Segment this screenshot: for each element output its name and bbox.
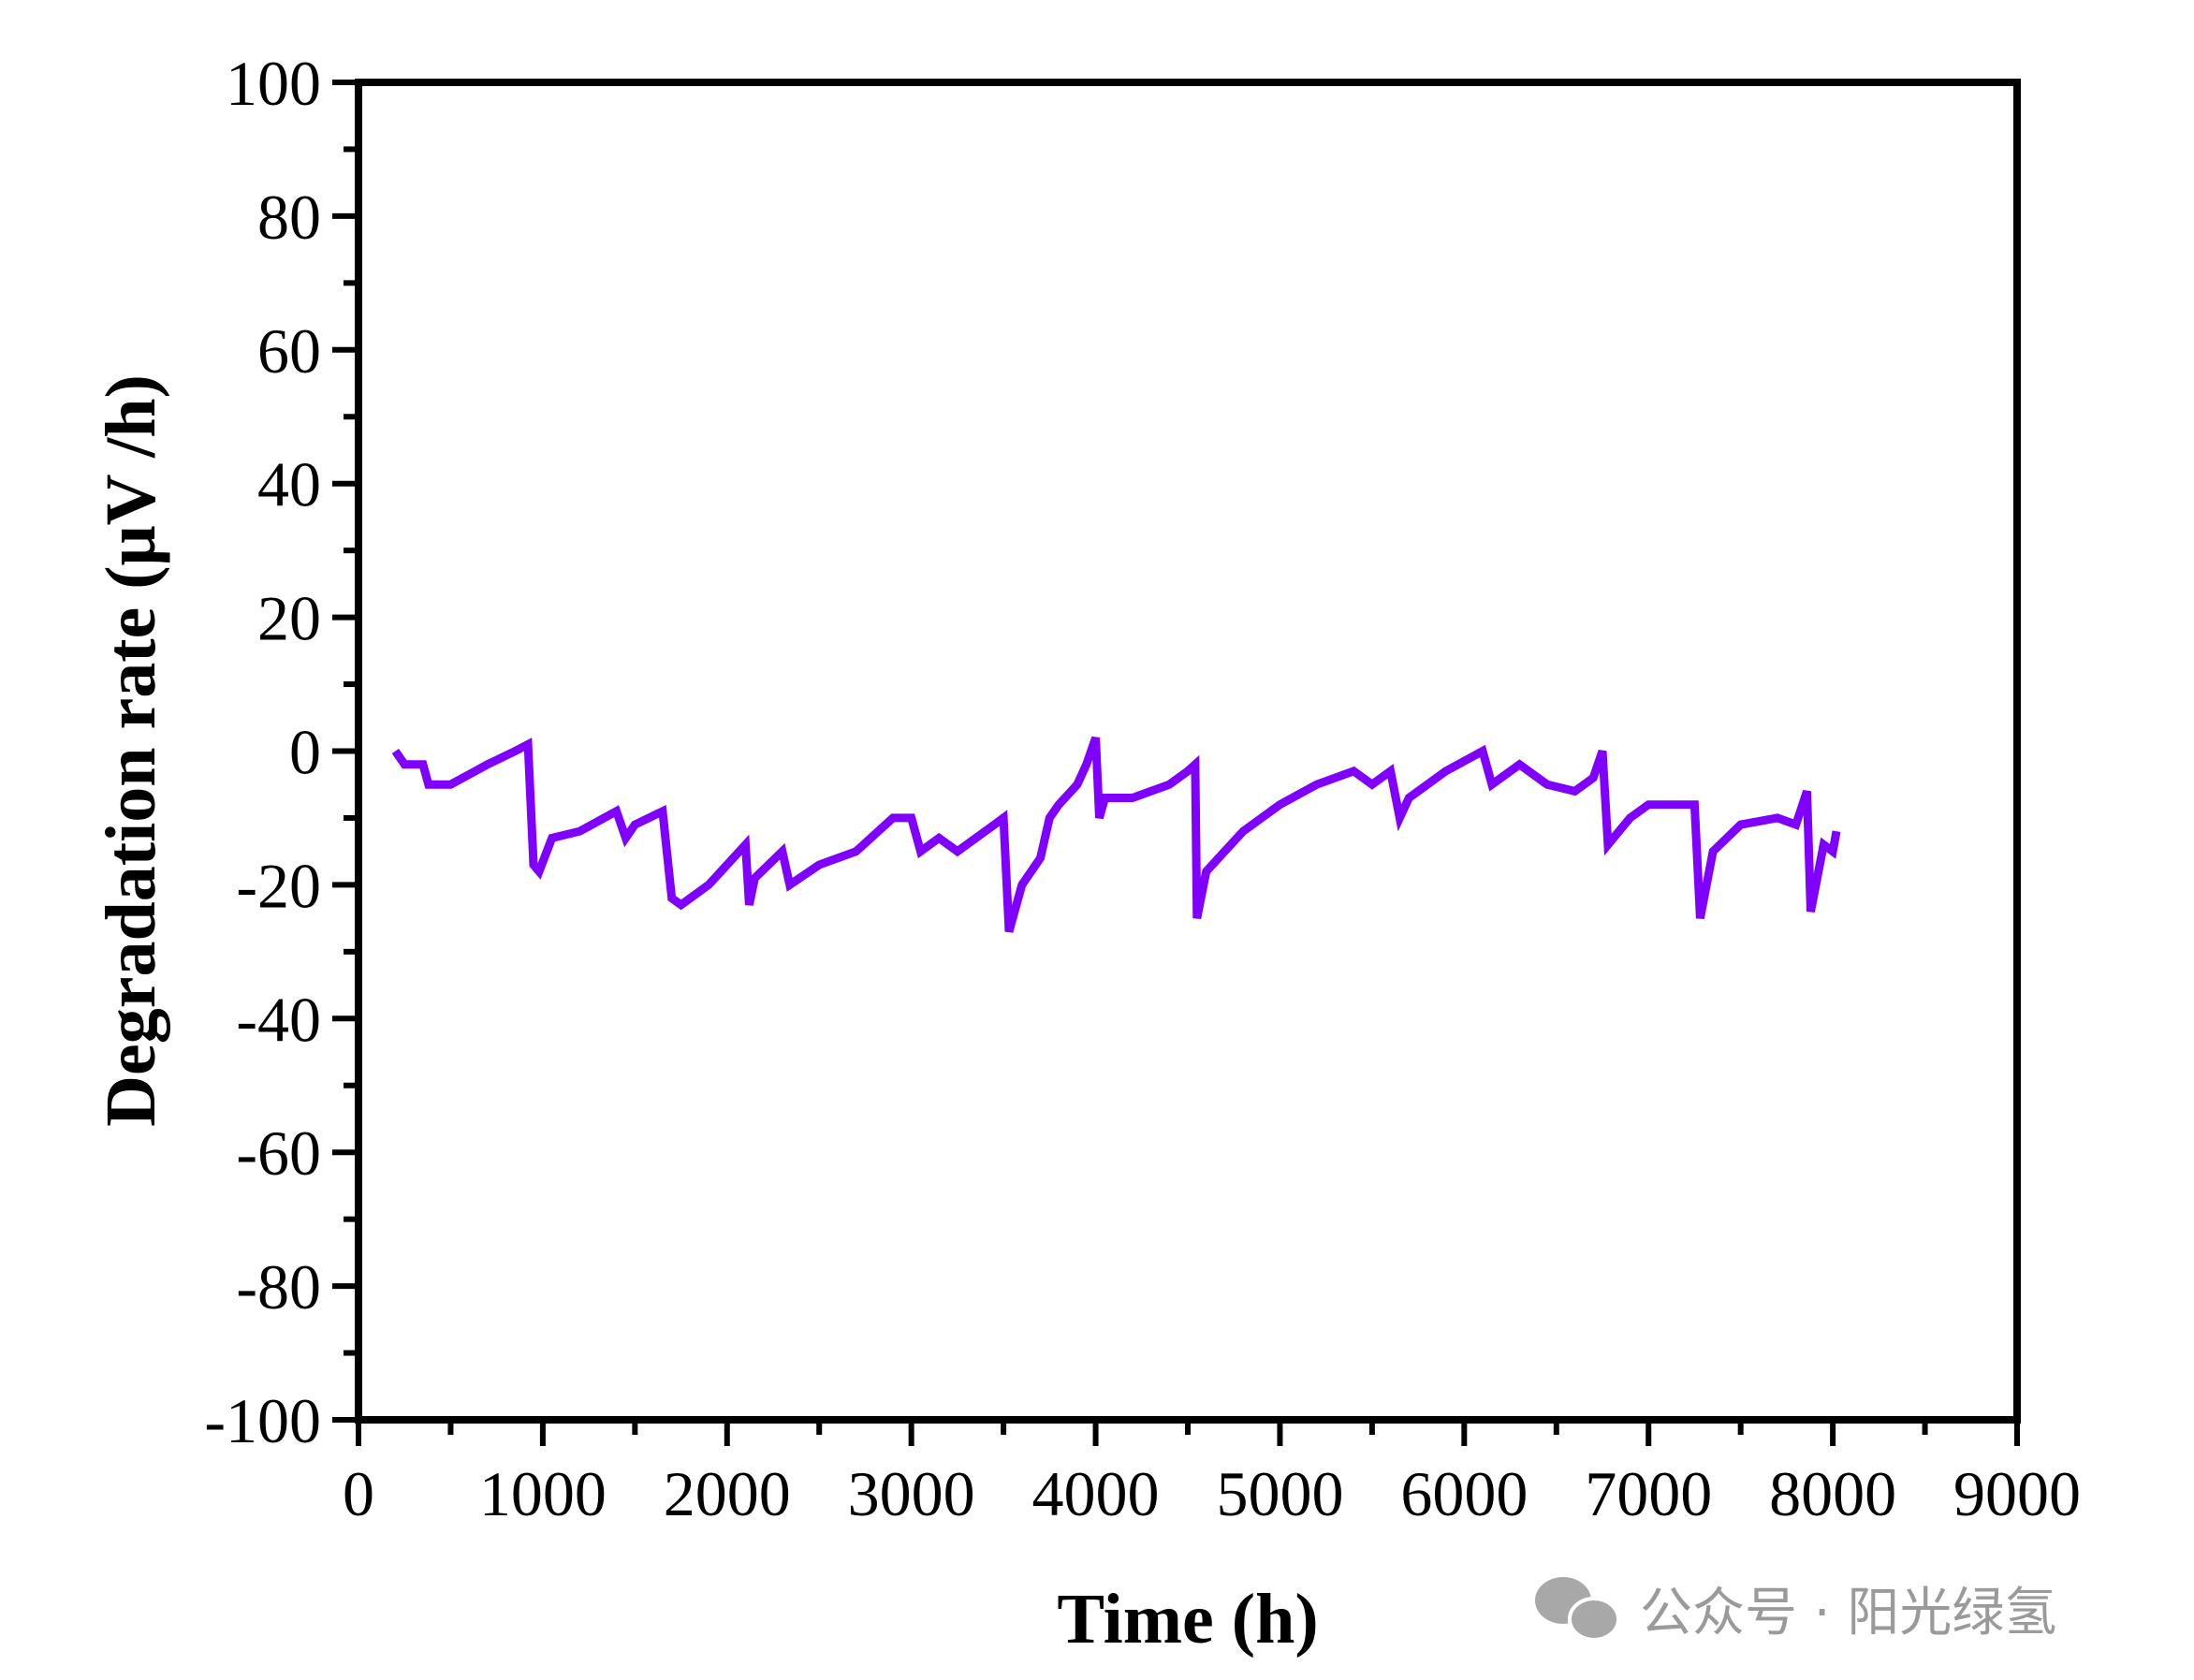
y-tick-label: 20 (257, 583, 321, 654)
x-tick-label: 3000 (848, 1458, 975, 1529)
y-tick-label: -40 (236, 984, 321, 1055)
x-tick-label: 2000 (664, 1458, 791, 1529)
x-axis-title: Time (h) (1057, 1580, 1318, 1658)
wechat-icon (1535, 1577, 1620, 1642)
y-axis-title: Degradation rate (μV /h) (92, 374, 170, 1127)
x-tick-label: 5000 (1216, 1458, 1343, 1529)
x-tick-label: 4000 (1032, 1458, 1160, 1529)
plot-frame (355, 79, 2021, 1424)
y-tick-label: 80 (257, 182, 321, 253)
y-tick-label: 100 (226, 48, 321, 119)
watermark-text: 公众号 · 阳光绿氢 (1640, 1583, 2056, 1643)
x-tick-label: 1000 (479, 1458, 607, 1529)
y-tick-label: 40 (257, 449, 321, 520)
y-tick-label: -80 (236, 1251, 321, 1322)
x-tick-label: 8000 (1769, 1458, 1896, 1529)
x-tick-label: 9000 (1953, 1458, 2081, 1529)
x-tick-label: 7000 (1585, 1458, 1712, 1529)
watermark: 公众号 · 阳光绿氢 (1535, 1577, 2056, 1643)
y-tick-label: -20 (236, 850, 321, 921)
y-tick-label: 60 (257, 315, 321, 387)
x-tick-label: 0 (343, 1458, 374, 1529)
y-tick-label: -100 (204, 1385, 321, 1456)
x-tick-label: 6000 (1400, 1458, 1528, 1529)
y-tick-label: -60 (236, 1118, 321, 1189)
series-line (391, 736, 1841, 933)
y-tick-label: 0 (289, 717, 321, 788)
